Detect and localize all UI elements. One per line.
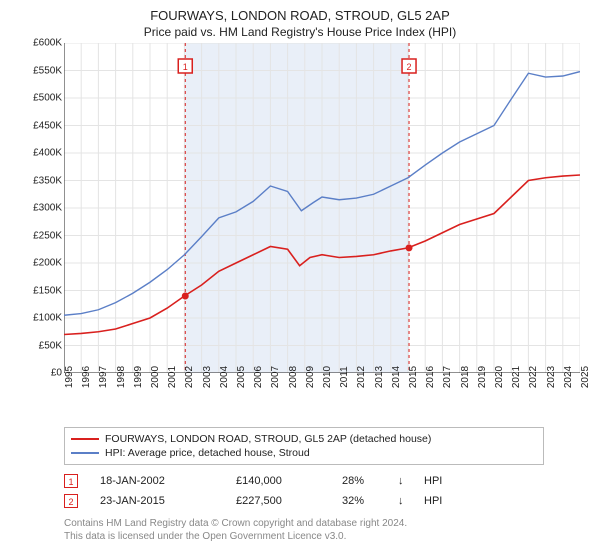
plot-area: 12: [64, 43, 580, 373]
y-tick-label: £450K: [33, 120, 62, 131]
x-tick-label: 2023: [546, 366, 557, 388]
arrow-down-icon: ↓: [398, 471, 424, 491]
y-tick-label: £600K: [33, 38, 62, 49]
x-tick-label: 2003: [202, 366, 213, 388]
x-axis: 1995199619971998199920002001200220032004…: [64, 373, 580, 423]
sale-suffix: HPI: [424, 491, 544, 511]
sale-pct: 32%: [342, 491, 398, 511]
sale-date: 23-JAN-2015: [100, 491, 236, 511]
y-tick-label: £500K: [33, 93, 62, 104]
sale-price: £227,500: [236, 491, 342, 511]
legend-label: HPI: Average price, detached house, Stro…: [105, 447, 310, 459]
svg-text:1: 1: [183, 62, 188, 72]
x-tick-label: 2017: [442, 366, 453, 388]
svg-text:2: 2: [407, 62, 412, 72]
x-tick-label: 1997: [98, 366, 109, 388]
x-tick-label: 2015: [408, 366, 419, 388]
x-tick-label: 2009: [305, 366, 316, 388]
x-tick-label: 2010: [322, 366, 333, 388]
sales-table: 1 18-JAN-2002 £140,000 28% ↓ HPI 2 23-JA…: [64, 471, 544, 511]
y-tick-label: £100K: [33, 313, 62, 324]
chart-area: £0£50K£100K£150K£200K£250K£300K£350K£400…: [20, 43, 580, 373]
x-tick-label: 2004: [219, 366, 230, 388]
y-tick-label: £400K: [33, 148, 62, 159]
legend-item: HPI: Average price, detached house, Stro…: [71, 446, 537, 460]
x-tick-label: 2013: [374, 366, 385, 388]
arrow-down-icon: ↓: [398, 491, 424, 511]
x-tick-label: 2016: [425, 366, 436, 388]
chart-container: FOURWAYS, LONDON ROAD, STROUD, GL5 2AP P…: [0, 0, 600, 560]
legend-label: FOURWAYS, LONDON ROAD, STROUD, GL5 2AP (…: [105, 433, 431, 445]
x-tick-label: 2018: [460, 366, 471, 388]
x-tick-label: 2022: [528, 366, 539, 388]
x-tick-label: 1999: [133, 366, 144, 388]
y-tick-label: £250K: [33, 230, 62, 241]
table-row: 1 18-JAN-2002 £140,000 28% ↓ HPI: [64, 471, 544, 491]
legend-swatch: [71, 438, 99, 440]
sale-pct: 28%: [342, 471, 398, 491]
x-tick-label: 2011: [339, 366, 350, 388]
x-tick-label: 2002: [184, 366, 195, 388]
x-tick-label: 2005: [236, 366, 247, 388]
x-tick-label: 2025: [580, 366, 591, 388]
y-tick-label: £550K: [33, 65, 62, 76]
sale-date: 18-JAN-2002: [100, 471, 236, 491]
x-tick-label: 2019: [477, 366, 488, 388]
x-tick-label: 1995: [64, 366, 75, 388]
y-axis: £0£50K£100K£150K£200K£250K£300K£350K£400…: [20, 43, 64, 373]
y-tick-label: £350K: [33, 175, 62, 186]
legend: FOURWAYS, LONDON ROAD, STROUD, GL5 2AP (…: [64, 427, 544, 465]
y-tick-label: £200K: [33, 258, 62, 269]
y-tick-label: £150K: [33, 285, 62, 296]
x-tick-label: 2007: [270, 366, 281, 388]
sale-suffix: HPI: [424, 471, 544, 491]
x-tick-label: 1998: [116, 366, 127, 388]
x-tick-label: 2024: [563, 366, 574, 388]
sale-price: £140,000: [236, 471, 342, 491]
chart-title: FOURWAYS, LONDON ROAD, STROUD, GL5 2AP: [0, 0, 600, 23]
x-tick-label: 2012: [356, 366, 367, 388]
x-tick-label: 2020: [494, 366, 505, 388]
sale-marker-icon: 2: [64, 494, 78, 508]
chart-subtitle: Price paid vs. HM Land Registry's House …: [0, 23, 600, 43]
plot-svg: 12: [64, 43, 580, 373]
y-tick-label: £0: [51, 368, 62, 379]
legend-swatch: [71, 452, 99, 454]
legend-item: FOURWAYS, LONDON ROAD, STROUD, GL5 2AP (…: [71, 432, 537, 446]
x-tick-label: 2000: [150, 366, 161, 388]
y-tick-label: £300K: [33, 203, 62, 214]
x-tick-label: 2014: [391, 366, 402, 388]
footer-attribution: Contains HM Land Registry data © Crown c…: [64, 517, 580, 543]
x-tick-label: 2021: [511, 366, 522, 388]
y-tick-label: £50K: [39, 340, 62, 351]
x-tick-label: 2006: [253, 366, 264, 388]
sale-marker-icon: 1: [64, 474, 78, 488]
x-tick-label: 2008: [288, 366, 299, 388]
x-tick-label: 2001: [167, 366, 178, 388]
footer-line: This data is licensed under the Open Gov…: [64, 530, 580, 543]
table-row: 2 23-JAN-2015 £227,500 32% ↓ HPI: [64, 491, 544, 511]
x-tick-label: 1996: [81, 366, 92, 388]
footer-line: Contains HM Land Registry data © Crown c…: [64, 517, 580, 530]
